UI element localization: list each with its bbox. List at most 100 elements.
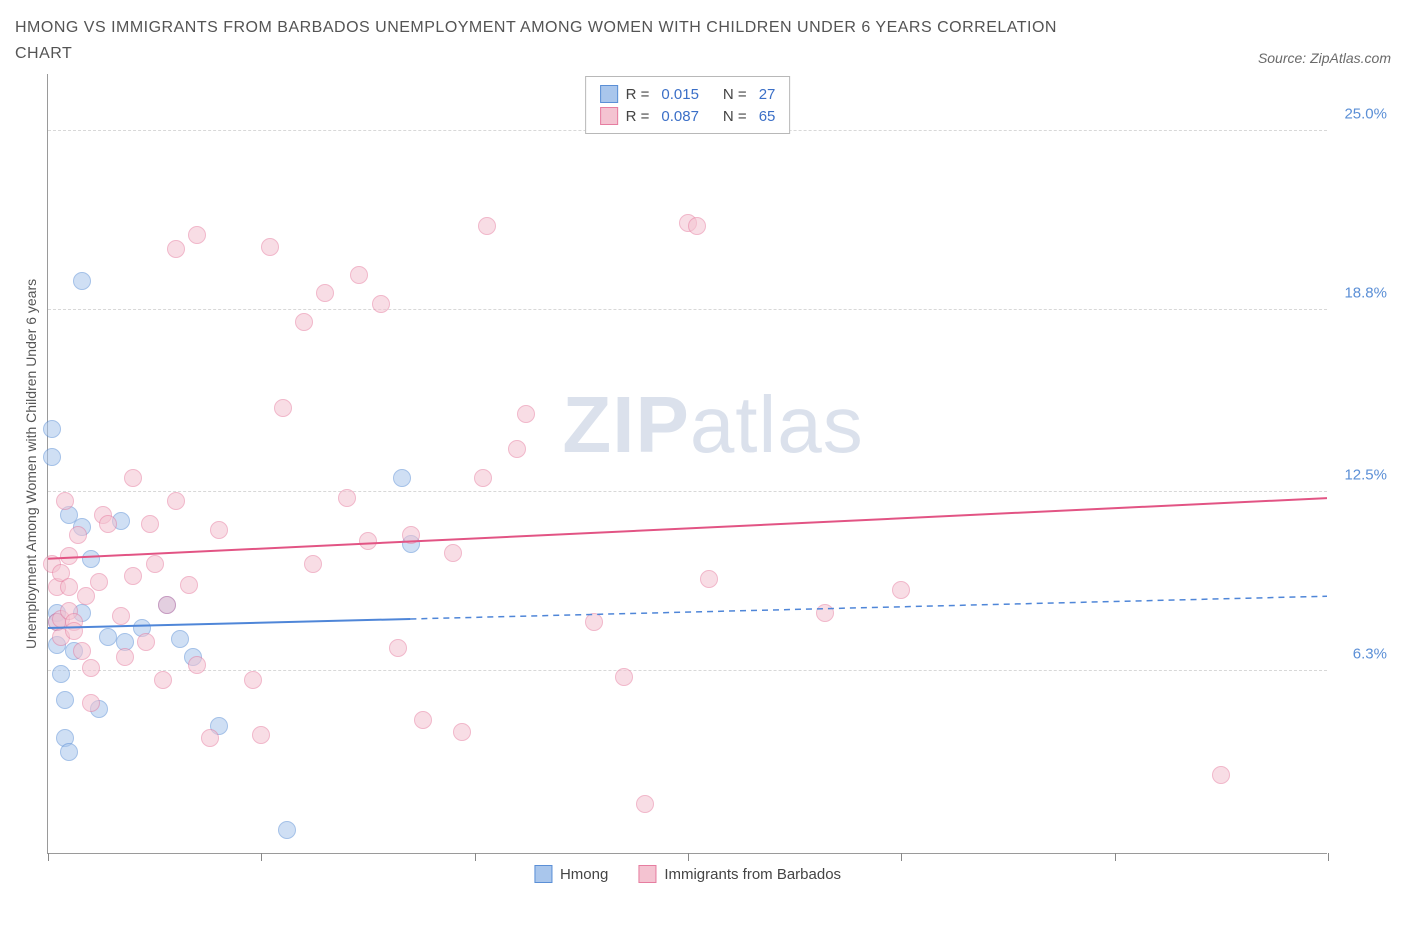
legend-label: Immigrants from Barbados	[664, 866, 841, 883]
data-point	[816, 604, 834, 622]
legend-swatch	[534, 865, 552, 883]
legend-r-value: 0.087	[661, 108, 699, 125]
data-point	[402, 526, 420, 544]
source-attribution: Source: ZipAtlas.com	[1258, 50, 1391, 66]
legend-swatch	[638, 865, 656, 883]
chart-container: HMONG VS IMMIGRANTS FROM BARBADOS UNEMPL…	[15, 15, 1391, 854]
x-tick	[1328, 853, 1329, 861]
y-axis-label: Unemployment Among Women with Children U…	[15, 104, 47, 824]
chart-title: HMONG VS IMMIGRANTS FROM BARBADOS UNEMPL…	[15, 15, 1115, 66]
legend-item: Hmong	[534, 865, 608, 883]
y-tick-label: 6.3%	[1353, 646, 1387, 663]
data-point	[1212, 766, 1230, 784]
plot-outer: Unemployment Among Women with Children U…	[15, 74, 1391, 854]
data-point	[453, 723, 471, 741]
x-tick	[688, 853, 689, 861]
data-point	[69, 526, 87, 544]
data-point	[274, 399, 292, 417]
data-point	[252, 726, 270, 744]
data-point	[180, 576, 198, 594]
data-point	[141, 515, 159, 533]
watermark: ZIPatlas	[562, 379, 863, 471]
watermark-bold: ZIP	[562, 380, 689, 469]
data-point	[389, 639, 407, 657]
data-point	[508, 440, 526, 458]
data-point	[56, 492, 74, 510]
x-tick	[475, 853, 476, 861]
gridline	[48, 491, 1327, 492]
data-point	[261, 238, 279, 256]
data-point	[201, 729, 219, 747]
legend-label: Hmong	[560, 866, 608, 883]
stats-legend-row: R =0.087N =65	[600, 105, 776, 127]
scatter-plot: ZIPatlas R =0.015N =27R =0.087N =65 Hmon…	[47, 74, 1327, 854]
series-legend: Hmong Immigrants from Barbados	[534, 865, 841, 883]
data-point	[158, 596, 176, 614]
data-point	[82, 694, 100, 712]
legend-n-label: N =	[723, 86, 747, 103]
data-point	[278, 821, 296, 839]
data-point	[372, 295, 390, 313]
x-tick	[261, 853, 262, 861]
data-point	[244, 671, 262, 689]
data-point	[167, 240, 185, 258]
data-point	[517, 405, 535, 423]
data-point	[478, 217, 496, 235]
data-point	[146, 555, 164, 573]
data-point	[295, 313, 313, 331]
data-point	[585, 613, 603, 631]
data-point	[43, 420, 61, 438]
y-tick-label: 18.8%	[1344, 285, 1387, 302]
data-point	[77, 587, 95, 605]
y-tick-label: 25.0%	[1344, 105, 1387, 122]
legend-r-label: R =	[626, 108, 650, 125]
data-point	[393, 469, 411, 487]
data-point	[116, 648, 134, 666]
data-point	[304, 555, 322, 573]
data-point	[99, 515, 117, 533]
data-point	[688, 217, 706, 235]
y-tick-label: 12.5%	[1344, 467, 1387, 484]
data-point	[188, 226, 206, 244]
x-tick	[901, 853, 902, 861]
legend-n-label: N =	[723, 108, 747, 125]
data-point	[316, 284, 334, 302]
trend-lines	[48, 74, 1327, 853]
data-point	[65, 622, 83, 640]
data-point	[444, 544, 462, 562]
data-point	[60, 547, 78, 565]
legend-r-label: R =	[626, 86, 650, 103]
data-point	[56, 691, 74, 709]
data-point	[124, 567, 142, 585]
watermark-light: atlas	[690, 380, 864, 469]
data-point	[137, 633, 155, 651]
data-point	[188, 656, 206, 674]
gridline	[48, 670, 1327, 671]
data-point	[636, 795, 654, 813]
data-point	[338, 489, 356, 507]
data-point	[124, 469, 142, 487]
data-point	[73, 642, 91, 660]
data-point	[350, 266, 368, 284]
data-point	[154, 671, 172, 689]
data-point	[892, 581, 910, 599]
legend-item: Immigrants from Barbados	[638, 865, 841, 883]
data-point	[82, 659, 100, 677]
legend-r-value: 0.015	[661, 86, 699, 103]
data-point	[210, 521, 228, 539]
data-point	[90, 573, 108, 591]
data-point	[359, 532, 377, 550]
stats-legend-row: R =0.015N =27	[600, 83, 776, 105]
legend-swatch	[600, 107, 618, 125]
data-point	[73, 272, 91, 290]
legend-swatch	[600, 85, 618, 103]
data-point	[82, 550, 100, 568]
data-point	[52, 665, 70, 683]
data-point	[112, 607, 130, 625]
stats-legend: R =0.015N =27R =0.087N =65	[585, 76, 791, 134]
data-point	[60, 743, 78, 761]
data-point	[700, 570, 718, 588]
x-tick	[1115, 853, 1116, 861]
gridline	[48, 309, 1327, 310]
data-point	[99, 628, 117, 646]
